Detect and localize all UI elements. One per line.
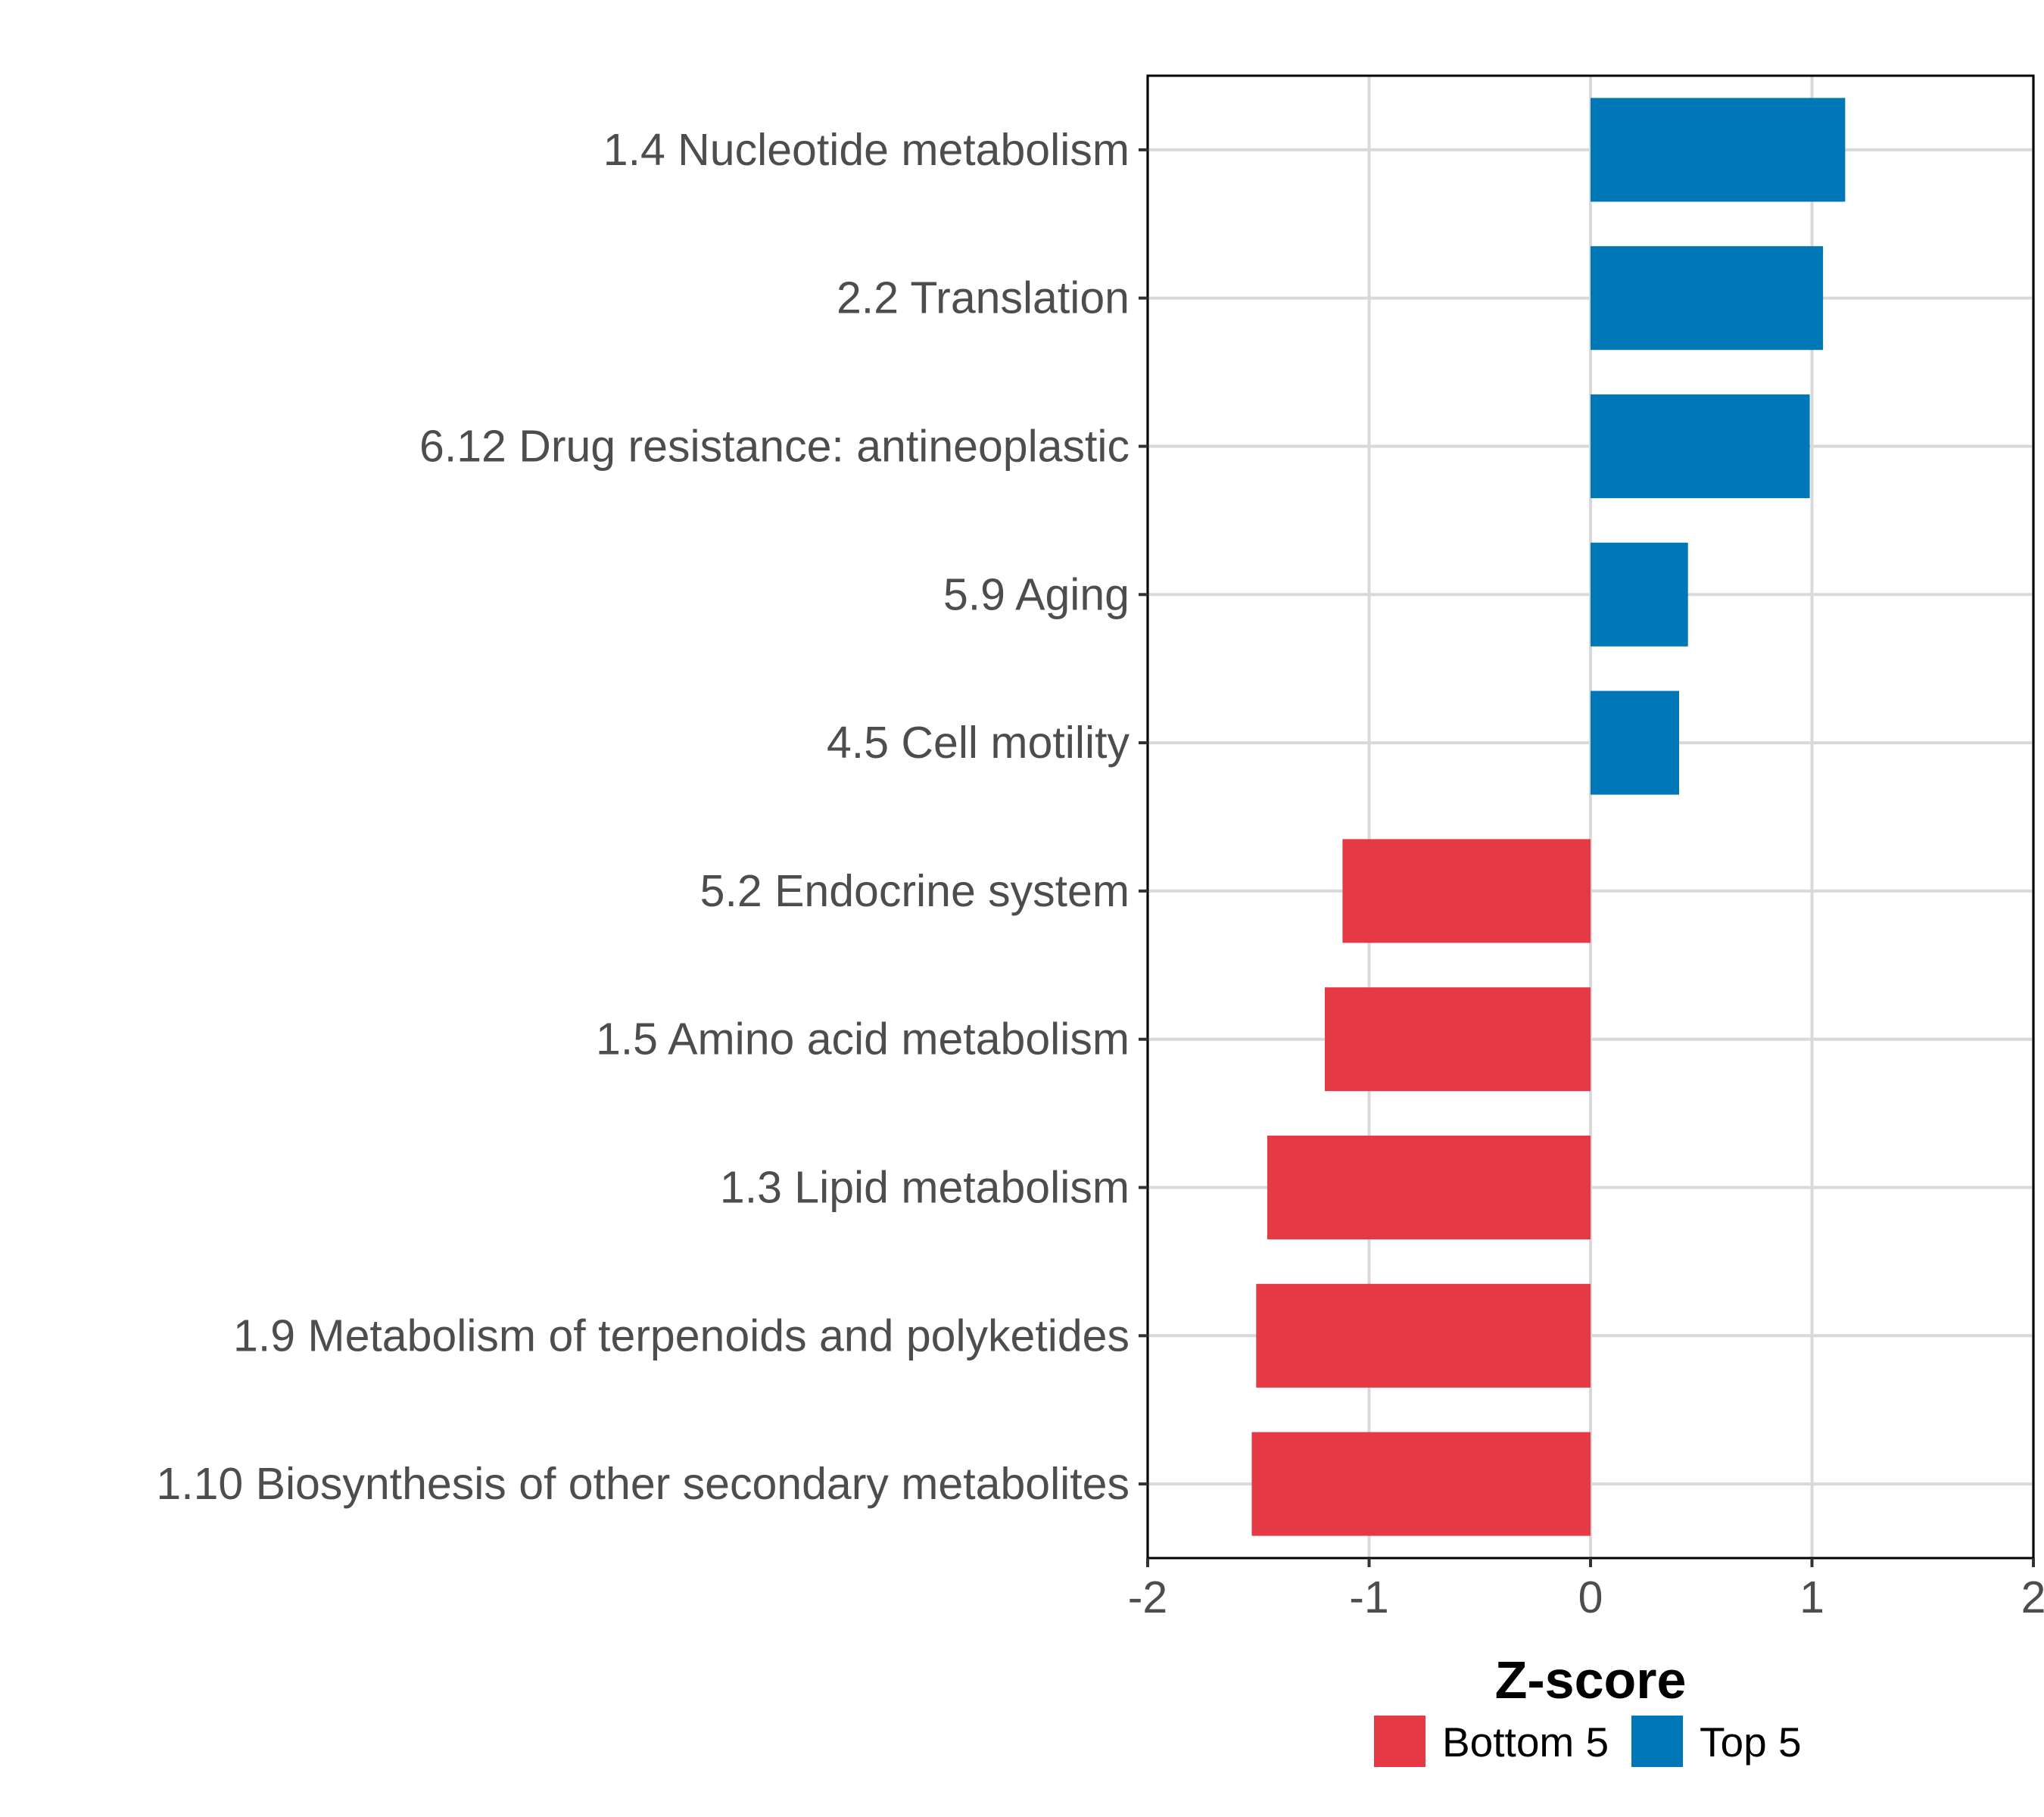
legend-swatch (1631, 1716, 1683, 1767)
x-axis: -2 -1 0 1 2 (1128, 1558, 2044, 1622)
bar (1591, 246, 1824, 351)
bar (1591, 98, 1846, 202)
legend-label: Bottom 5 (1442, 1719, 1609, 1766)
y-tick-label: 6.12 Drug resistance: antineoplastic (419, 422, 1129, 472)
bar (1342, 839, 1591, 943)
x-tick-label: 1 (1799, 1572, 1824, 1622)
y-tick-label: 4.5 Cell motility (827, 718, 1130, 768)
y-axis: 1.4 Nucleotide metabolism 2.2 Translation… (156, 125, 1148, 1509)
x-tick-label: 2 (2021, 1572, 2044, 1622)
legend: Bottom 5 Top 5 (1374, 1716, 1802, 1767)
x-axis-title: Z-score (1495, 1650, 1687, 1709)
bars (1251, 98, 1846, 1536)
y-tick-label: 1.10 Biosynthesis of other secondary met… (156, 1459, 1129, 1509)
x-tick-label: 0 (1578, 1572, 1603, 1622)
x-tick-label: -2 (1128, 1572, 1167, 1622)
bar (1251, 1432, 1591, 1536)
y-tick-label: 2.2 Translation (837, 273, 1129, 323)
bar (1325, 987, 1591, 1092)
bar (1256, 1283, 1591, 1388)
y-tick-label: 1.4 Nucleotide metabolism (603, 125, 1129, 175)
y-tick-label: 5.9 Aging (943, 569, 1129, 619)
y-tick-label: 5.2 Endocrine system (700, 866, 1129, 916)
bar (1591, 542, 1688, 647)
bar (1591, 394, 1810, 499)
bar (1591, 690, 1679, 795)
x-tick-label: -1 (1349, 1572, 1388, 1622)
legend-swatch (1374, 1716, 1426, 1767)
y-tick-label: 1.5 Amino acid metabolism (596, 1014, 1129, 1064)
bar (1267, 1135, 1591, 1240)
legend-label: Top 5 (1700, 1719, 1802, 1766)
y-tick-label: 1.9 Metabolism of terpenoids and polyket… (233, 1311, 1129, 1360)
y-tick-label: 1.3 Lipid metabolism (720, 1163, 1129, 1213)
